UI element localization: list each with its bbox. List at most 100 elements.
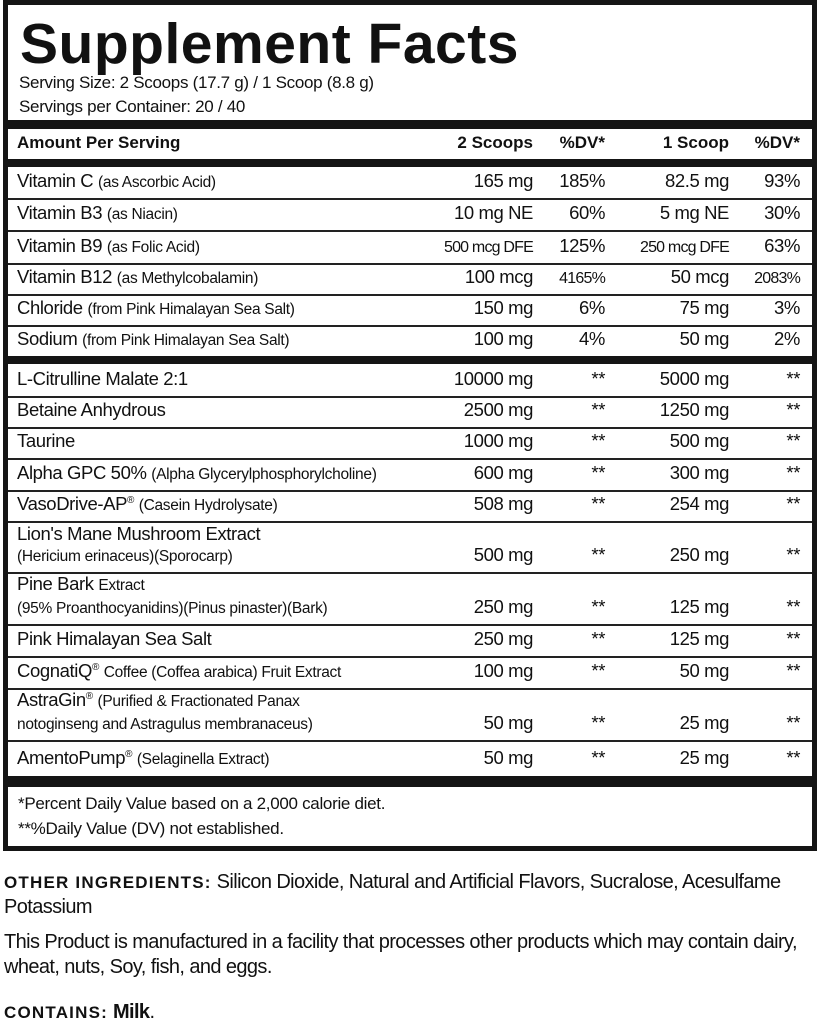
amount-2-scoops: 500 mcg DFE bbox=[443, 239, 534, 256]
amount-1-scoop: 82.5 mg bbox=[664, 170, 729, 191]
registered-mark: ® bbox=[91, 661, 99, 673]
amount-1-scoop: 50 mcg bbox=[670, 266, 730, 287]
dv-1-scoop: ** bbox=[786, 399, 800, 420]
dv-1-scoop: ** bbox=[786, 368, 800, 389]
amount-2-scoops: 100 mg bbox=[473, 328, 534, 349]
nutrient-row: Pink Himalayan Sea Salt 250 mg ** 125 mg ** bbox=[8, 624, 812, 656]
dv-1-scoop: ** bbox=[786, 462, 800, 483]
nutrient-name-main: Vitamin B9 bbox=[17, 235, 103, 256]
nutrient-name: Betaine Anhydrous bbox=[17, 399, 166, 421]
dv-1-scoop: ** bbox=[786, 660, 800, 681]
amount-2-scoops: 500 mg bbox=[473, 544, 534, 565]
dv-1-scoop: ** bbox=[786, 712, 800, 733]
nutrient-name-main: Lion's Mane Mushroom Extract bbox=[17, 523, 261, 544]
dv-1-scoop: ** bbox=[786, 493, 800, 514]
dv-2-scoops: ** bbox=[591, 430, 605, 451]
nutrient-source-line2: notoginseng and Astragulus membranaceus) bbox=[17, 716, 313, 733]
nutrient-name: Lion's Mane Mushroom Extract (Hericium er… bbox=[17, 523, 261, 567]
nutrient-row: L-Citrulline Malate 2:1 10000 mg ** 5000 mg… bbox=[8, 364, 812, 396]
nutrient-name-main: AstraGin bbox=[17, 689, 86, 710]
dv-1-scoop: 30% bbox=[764, 202, 800, 223]
header-2-scoops: 2 Scoops bbox=[457, 133, 533, 152]
nutrient-name: Alpha GPC 50% (Alpha Glycerylphosphorylc… bbox=[17, 462, 377, 484]
nutrient-name: VasoDrive-AP® (Casein Hydrolysate) bbox=[17, 493, 278, 515]
nutrient-name-main: Pine Bark bbox=[17, 573, 94, 594]
dv-1-scoop: ** bbox=[786, 747, 800, 768]
nutrient-name: Vitamin C (as Ascorbic Acid) bbox=[17, 170, 216, 192]
amount-2-scoops: 250 mg bbox=[473, 628, 534, 649]
other-ingredients-label: OTHER INGREDIENTS: bbox=[4, 873, 212, 892]
nutrient-name: Pine Bark Extract (95% Proanthocyanidins)… bbox=[17, 573, 328, 619]
nutrient-row: Sodium (from Pink Himalayan Sea Salt) 100… bbox=[8, 325, 812, 356]
amount-2-scoops: 100 mcg bbox=[464, 266, 534, 287]
contains-label: CONTAINS: bbox=[4, 1003, 108, 1022]
nutrient-name-main: L-Citrulline Malate 2:1 bbox=[17, 368, 188, 389]
nutrient-source: Coffee (Coffea arabica) Fruit Extract bbox=[103, 664, 342, 681]
footnote-not-established: **%Daily Value (DV) not established. bbox=[18, 819, 284, 838]
nutrient-name-main: Vitamin B3 bbox=[17, 202, 103, 223]
amount-2-scoops: 2500 mg bbox=[463, 399, 534, 420]
nutrient-row: Pine Bark Extract (95% Proanthocyanidins)… bbox=[8, 572, 812, 624]
other-ingredients-text: Silicon Dioxide, Natural and Artificial … bbox=[4, 871, 781, 918]
nutrient-row: VasoDrive-AP® (Casein Hydrolysate) 508 mg… bbox=[8, 490, 812, 521]
facility-warning: This Product is manufactured in a facili… bbox=[4, 931, 798, 978]
nutrient-source: (from Pink Himalayan Sea Salt) bbox=[87, 301, 295, 318]
nutrient-name-main: Vitamin C bbox=[17, 170, 94, 191]
nutrient-row: AmentoPump® (Selaginella Extract) 50 mg **… bbox=[8, 740, 812, 775]
amount-1-scoop: 1250 mg bbox=[659, 399, 730, 420]
nutrient-name: Sodium (from Pink Himalayan Sea Salt) bbox=[17, 328, 290, 350]
nutrient-source-line2: (95% Proanthocyanidins)(Pinus pinaster)(… bbox=[17, 600, 328, 617]
amount-1-scoop: 500 mg bbox=[669, 430, 730, 451]
dv-2-scoops: 185% bbox=[559, 170, 605, 191]
nutrient-source: (Casein Hydrolysate) bbox=[138, 497, 278, 514]
dv-2-scoops: 125% bbox=[559, 235, 605, 256]
supplement-facts-panel: Supplement Facts Serving Size: 2 Scoops … bbox=[3, 0, 817, 851]
nutrient-row: Lion's Mane Mushroom Extract (Hericium er… bbox=[8, 521, 812, 572]
amount-1-scoop: 250 mg bbox=[669, 544, 730, 565]
header-dv-2: %DV* bbox=[754, 133, 800, 152]
nutrient-row: Vitamin C (as Ascorbic Acid) 165 mg 185% 82… bbox=[8, 167, 812, 198]
amount-1-scoop: 250 mcg DFE bbox=[639, 239, 730, 256]
nutrient-source: (as Methylcobalamin) bbox=[116, 270, 259, 287]
dv-1-scoop: ** bbox=[786, 596, 800, 617]
dv-2-scoops: ** bbox=[591, 462, 605, 483]
amount-2-scoops: 150 mg bbox=[473, 297, 534, 318]
nutrient-name-main: Chloride bbox=[17, 297, 83, 318]
dv-2-scoops: ** bbox=[591, 493, 605, 514]
amount-1-scoop: 254 mg bbox=[669, 493, 730, 514]
nutrient-name-main: VasoDrive-AP bbox=[17, 493, 128, 514]
dv-2-scoops: ** bbox=[591, 368, 605, 389]
dv-1-scoop: 3% bbox=[774, 297, 800, 318]
amount-1-scoop: 125 mg bbox=[669, 596, 730, 617]
divider-bar bbox=[8, 159, 812, 167]
dv-1-scoop: 2% bbox=[774, 328, 800, 349]
allergen-contains: CONTAINS: Milk. bbox=[4, 1000, 820, 1025]
nutrient-name-main: Betaine Anhydrous bbox=[17, 399, 166, 420]
divider-bar bbox=[8, 776, 812, 787]
nutrient-name: Vitamin B9 (as Folic Acid) bbox=[17, 235, 200, 257]
amount-2-scoops: 10 mg NE bbox=[453, 202, 533, 223]
dv-1-scoop: ** bbox=[786, 430, 800, 451]
nutrient-row: Taurine 1000 mg ** 500 mg ** bbox=[8, 427, 812, 458]
registered-mark: ® bbox=[127, 494, 134, 506]
amount-2-scoops: 10000 mg bbox=[453, 368, 533, 389]
dv-1-scoop: ** bbox=[786, 544, 800, 565]
dv-2-scoops: ** bbox=[591, 712, 605, 733]
dv-2-scoops: ** bbox=[591, 660, 605, 681]
panel-title: Supplement Facts bbox=[20, 12, 519, 76]
amount-2-scoops: 165 mg bbox=[473, 170, 534, 191]
amount-2-scoops: 1000 mg bbox=[463, 430, 534, 451]
amount-1-scoop: 50 mg bbox=[679, 328, 730, 349]
nutrient-source: (as Niacin) bbox=[106, 206, 178, 223]
servings-per-container: Servings per Container: 20 / 40 bbox=[19, 97, 246, 116]
nutrient-name: L-Citrulline Malate 2:1 bbox=[17, 368, 188, 390]
nutrient-source: (Purified & Fractionated Panax bbox=[97, 693, 300, 710]
nutrient-source: (Selaginella Extract) bbox=[136, 751, 270, 768]
nutrient-name: Pink Himalayan Sea Salt bbox=[17, 628, 212, 650]
amount-1-scoop: 75 mg bbox=[679, 297, 730, 318]
nutrient-source: (as Ascorbic Acid) bbox=[98, 174, 216, 191]
nutrient-name: AmentoPump® (Selaginella Extract) bbox=[17, 747, 270, 769]
nutrient-row: Betaine Anhydrous 2500 mg ** 1250 mg ** bbox=[8, 396, 812, 427]
nutrient-name-main: CognatiQ bbox=[17, 660, 92, 681]
nutrient-row: Vitamin B9 (as Folic Acid) 500 mcg DFE 125… bbox=[8, 230, 812, 263]
